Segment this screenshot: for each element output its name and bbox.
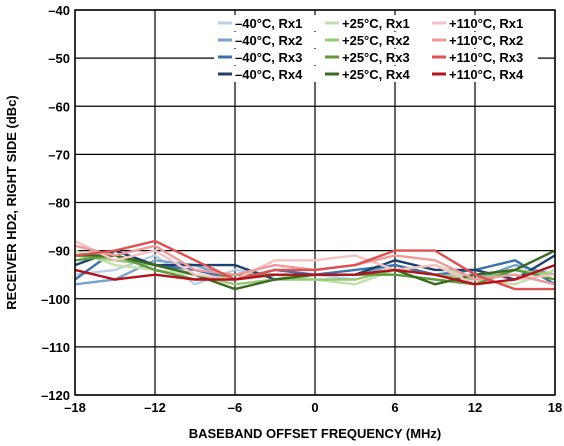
legend-bg [321, 49, 431, 65]
legend-label: +110°C, Rx1 [449, 16, 523, 31]
legend-label: +25°C, Rx2 [342, 33, 410, 48]
y-tick-label: –100 [41, 292, 70, 307]
x-tick-label: 12 [468, 400, 482, 415]
y-tick-label: –120 [41, 388, 70, 403]
y-tick-label: –60 [48, 99, 70, 114]
legend-bg [321, 15, 431, 31]
y-tick-label: –80 [48, 196, 70, 211]
legend-label: +110°C, Rx2 [449, 33, 523, 48]
legend-bg [214, 49, 324, 65]
legend-bg [214, 15, 324, 31]
legend-label: +25°C, Rx4 [342, 67, 410, 82]
series-line [74, 239, 555, 291]
x-tick-label: –6 [228, 400, 242, 415]
legend-label: –40°C, Rx2 [235, 33, 302, 48]
y-tick-label: –110 [42, 340, 70, 355]
y-axis-label: RECEIVER HD2, RIGHT SIDE (dBc) [4, 95, 19, 310]
x-tick-label: –12 [144, 400, 166, 415]
legend-label: –40°C, Rx3 [235, 50, 302, 65]
legend-label: +110°C, Rx3 [449, 50, 523, 65]
legend-bg [428, 66, 538, 82]
y-tick-label: –70 [48, 147, 70, 162]
y-tick-label: –50 [48, 51, 70, 66]
y-tick-labels: –40 –50 –60 –70 –80 –90 –100 –110 –120 [41, 3, 70, 403]
legend-bg [428, 15, 538, 31]
legend-label: –40°C, Rx4 [235, 67, 303, 82]
legend-bg [428, 49, 538, 65]
x-tick-label: 6 [391, 400, 398, 415]
y-tick-label: –90 [48, 244, 70, 259]
legend-bg [214, 32, 324, 48]
x-tick-label: 18 [548, 400, 562, 415]
legend-label: +110°C, Rx4 [449, 67, 524, 82]
legend-label: –40°C, Rx1 [235, 16, 302, 31]
legend-bg [321, 32, 431, 48]
series-line [74, 263, 556, 286]
x-tick-label: –18 [64, 400, 86, 415]
legend-bg [214, 66, 324, 82]
legend-bg [428, 32, 538, 48]
y-tick-label: –40 [48, 3, 70, 18]
series-lines [74, 239, 556, 291]
legend-bg [321, 66, 431, 82]
x-axis-label: BASEBAND OFFSET FREQUENCY (MHz) [189, 426, 442, 441]
plot-area [74, 9, 556, 396]
legend-label: +25°C, Rx3 [342, 50, 410, 65]
legend-label: +25°C, Rx1 [342, 16, 410, 31]
legend: –40°C, Rx1 –40°C, Rx2 –40°C, Rx3 –40°C, Rx4… [214, 15, 538, 82]
x-tick-label: 0 [311, 400, 318, 415]
x-tick-labels: –18 –12 –6 0 6 12 18 [64, 400, 562, 415]
